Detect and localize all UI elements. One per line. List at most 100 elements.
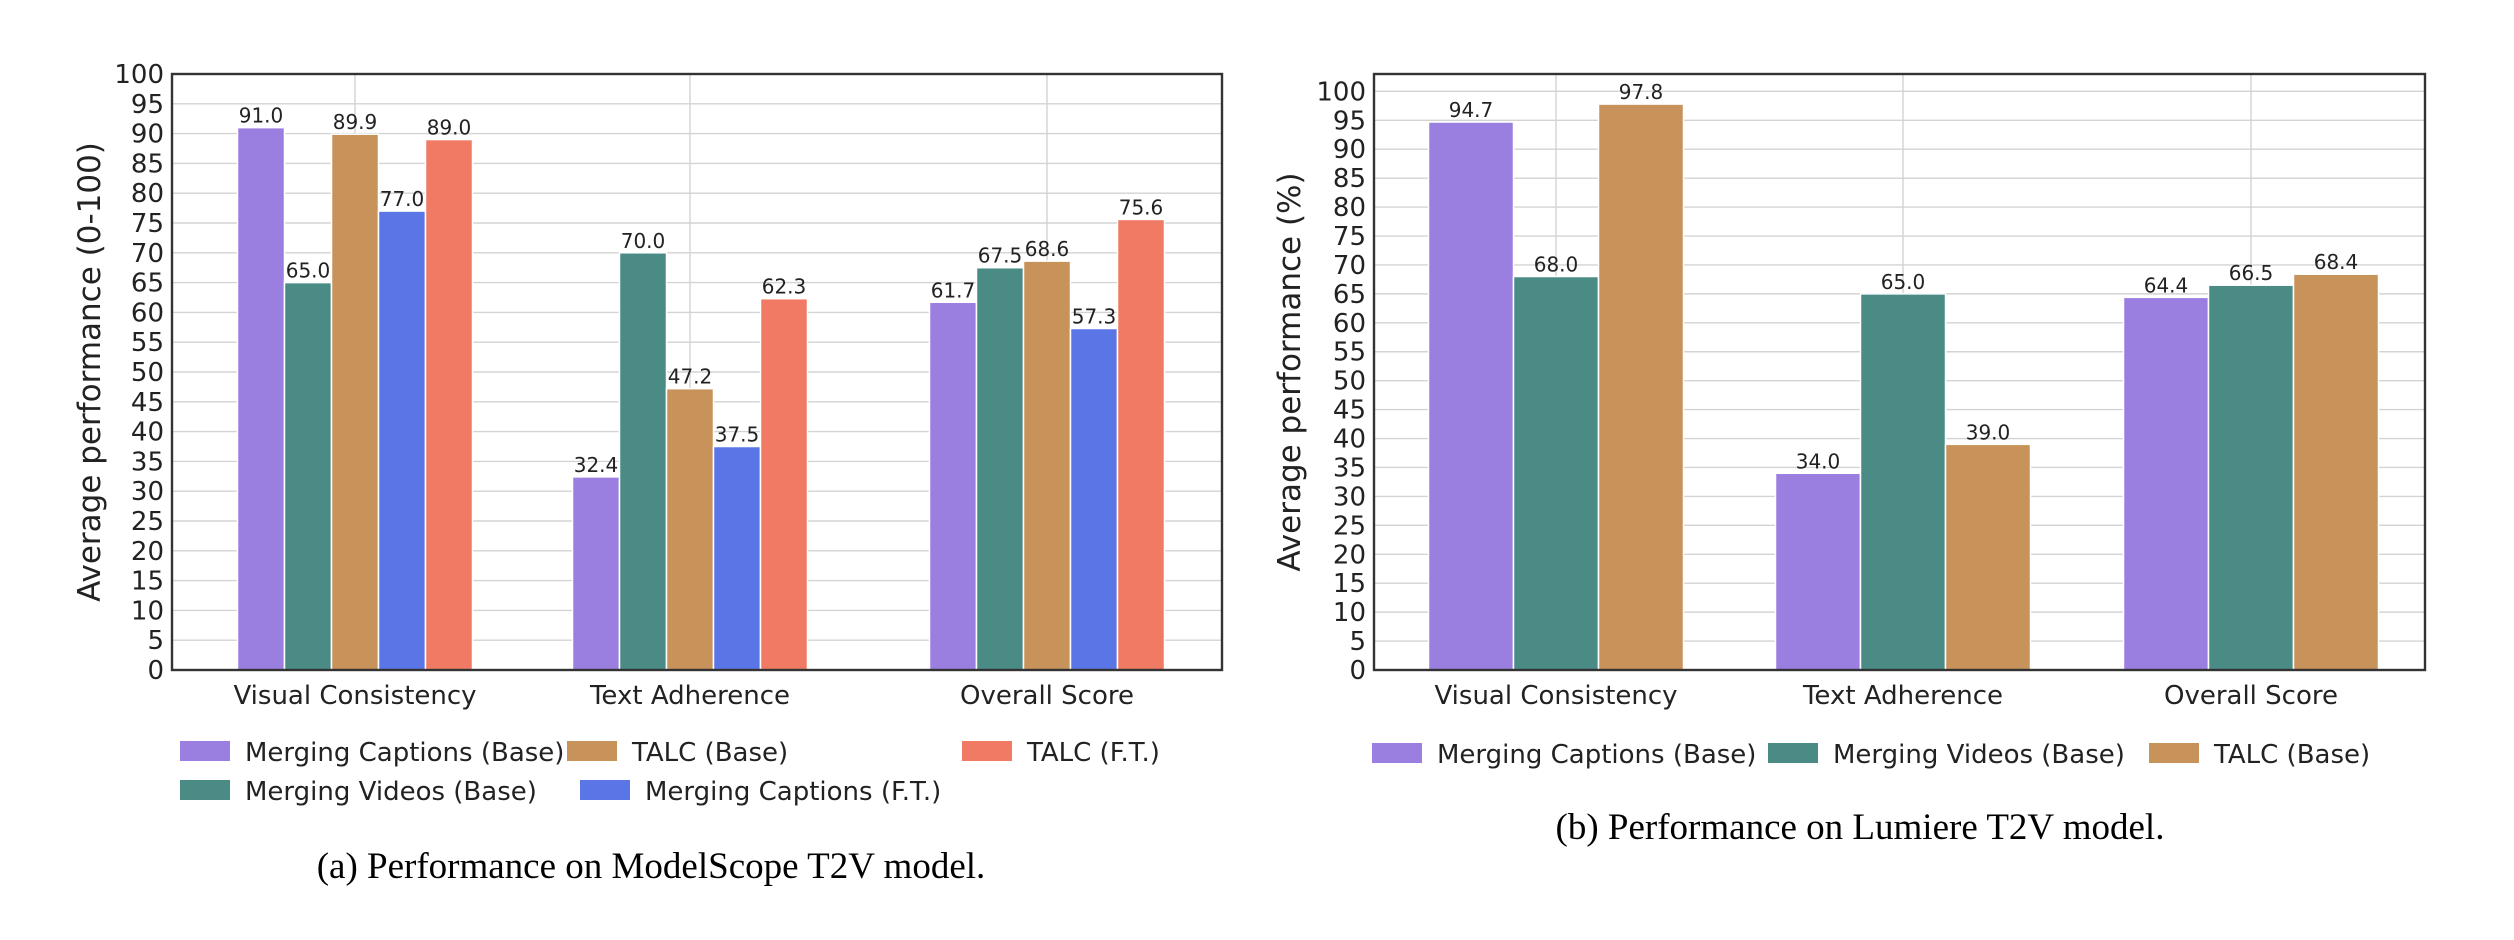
- y-tick-label: 90: [1333, 135, 1366, 165]
- bar-value-label: 65.0: [1881, 270, 1926, 294]
- y-tick-label: 45: [1333, 396, 1366, 426]
- y-tick-label: 15: [1333, 569, 1366, 599]
- bar: [712, 445, 762, 671]
- legend-label: Merging Captions (Base): [245, 738, 564, 768]
- y-tick-label: 60: [1333, 309, 1366, 339]
- bar-value-label: 68.4: [2314, 250, 2359, 274]
- chart-lumiere: 0510152025303540455055606570758085909510…: [1272, 72, 2427, 848]
- x-tick-label: Visual Consistency: [233, 681, 476, 711]
- y-tick-label: 5: [1349, 627, 1366, 657]
- figure-caption: (a) Performance on ModelScope T2V model.: [317, 846, 986, 887]
- plot-frame: [1372, 72, 2427, 672]
- y-tick-label: 85: [131, 149, 164, 179]
- bar-value-label: 61.7: [931, 278, 976, 302]
- bar: [2122, 296, 2210, 671]
- y-tick-label: 75: [1333, 222, 1366, 252]
- bar: [1427, 121, 1515, 671]
- bar: [975, 266, 1025, 671]
- bar: [928, 301, 978, 671]
- x-tick-label: Visual Consistency: [1434, 681, 1677, 711]
- legend-label: TALC (F.T.): [1026, 738, 1160, 768]
- bar-value-label: 97.8: [1619, 80, 1664, 104]
- x-tick-label: Text Adherence: [1802, 681, 2003, 711]
- legend: Merging Captions (Base) Merging Videos (B…: [1372, 740, 2370, 770]
- y-tick-label: 5: [147, 626, 164, 656]
- bar-value-label: 94.7: [1449, 98, 1494, 122]
- bar: [665, 387, 715, 671]
- legend-label: Merging Videos (Base): [1833, 740, 2125, 770]
- y-tick-label: 45: [131, 388, 164, 418]
- bar: [1944, 443, 2032, 671]
- y-tick-label: 100: [1316, 77, 1366, 107]
- legend-label: Merging Captions (Base): [1437, 740, 1756, 770]
- plot-frame: [170, 72, 1224, 672]
- y-tick-label: 50: [131, 358, 164, 388]
- y-tick-label: 80: [131, 179, 164, 209]
- legend-swatch: [580, 780, 630, 800]
- bar-value-label: 39.0: [1966, 420, 2011, 444]
- y-tick-label: 65: [131, 269, 164, 299]
- y-tick-label: 80: [1333, 193, 1366, 223]
- bar-value-label: 57.3: [1072, 304, 1117, 328]
- y-tick-label: 70: [1333, 251, 1366, 281]
- bar: [1116, 218, 1166, 671]
- bar-value-label: 66.5: [2229, 261, 2274, 285]
- bar-value-label: 37.5: [715, 423, 760, 447]
- bar: [424, 138, 474, 671]
- bar-value-label: 68.6: [1025, 237, 1070, 261]
- bar: [2207, 284, 2295, 671]
- figure-caption: (b) Performance on Lumiere T2V model.: [1556, 807, 2165, 848]
- legend-swatch: [180, 741, 230, 761]
- y-tick-label: 65: [1333, 280, 1366, 310]
- bar: [283, 281, 333, 671]
- bar: [571, 476, 621, 671]
- bar-value-label: 62.3: [762, 275, 807, 299]
- y-tick-label: 55: [1333, 338, 1366, 368]
- legend-swatch: [180, 780, 230, 800]
- bar-value-label: 89.0: [427, 116, 472, 140]
- y-tick-label: 25: [1333, 511, 1366, 541]
- x-tick-label: Overall Score: [960, 681, 1134, 711]
- bar-value-label: 65.0: [286, 259, 331, 283]
- y-tick-label: 20: [1333, 540, 1366, 570]
- y-tick-label: 90: [131, 120, 164, 150]
- chart-modelscope: 0510152025303540455055606570758085909510…: [72, 60, 1224, 887]
- bar-value-label: 70.0: [621, 229, 666, 253]
- bar: [330, 133, 380, 671]
- y-tick-label: 30: [1333, 482, 1366, 512]
- y-tick-label: 35: [1333, 453, 1366, 483]
- bar: [1512, 275, 1600, 671]
- x-tick-label: Overall Score: [2164, 681, 2338, 711]
- y-tick-label: 30: [131, 477, 164, 507]
- bar: [2292, 273, 2380, 671]
- legend-label: TALC (Base): [2213, 740, 2370, 770]
- bar: [759, 297, 809, 671]
- bar: [1022, 260, 1072, 671]
- legend-swatch: [567, 741, 617, 761]
- legend-swatch: [962, 741, 1012, 761]
- y-tick-label: 0: [147, 656, 164, 686]
- y-tick-label: 10: [131, 596, 164, 626]
- y-tick-label: 70: [131, 239, 164, 269]
- y-tick-label: 95: [131, 90, 164, 120]
- legend: Merging Captions (Base) Merging Videos (B…: [180, 738, 1160, 807]
- legend-swatch: [1768, 743, 1818, 763]
- y-tick-label: 15: [131, 567, 164, 597]
- legend-label: TALC (Base): [631, 738, 788, 768]
- bar: [1859, 293, 1947, 671]
- bar-value-label: 77.0: [380, 187, 425, 211]
- y-tick-label: 85: [1333, 164, 1366, 194]
- y-axis-title: Average performance (%): [1272, 172, 1308, 571]
- bar-value-label: 34.0: [1796, 449, 1841, 473]
- bar-value-label: 67.5: [978, 244, 1023, 268]
- y-tick-label: 10: [1333, 598, 1366, 628]
- bar-value-label: 75.6: [1119, 195, 1164, 219]
- y-tick-label: 95: [1333, 106, 1366, 136]
- y-tick-label: 75: [131, 209, 164, 239]
- legend-swatch: [2149, 743, 2199, 763]
- y-tick-label: 55: [131, 328, 164, 358]
- bar-value-label: 64.4: [2144, 273, 2189, 297]
- bar: [377, 210, 427, 671]
- y-tick-label: 25: [131, 507, 164, 537]
